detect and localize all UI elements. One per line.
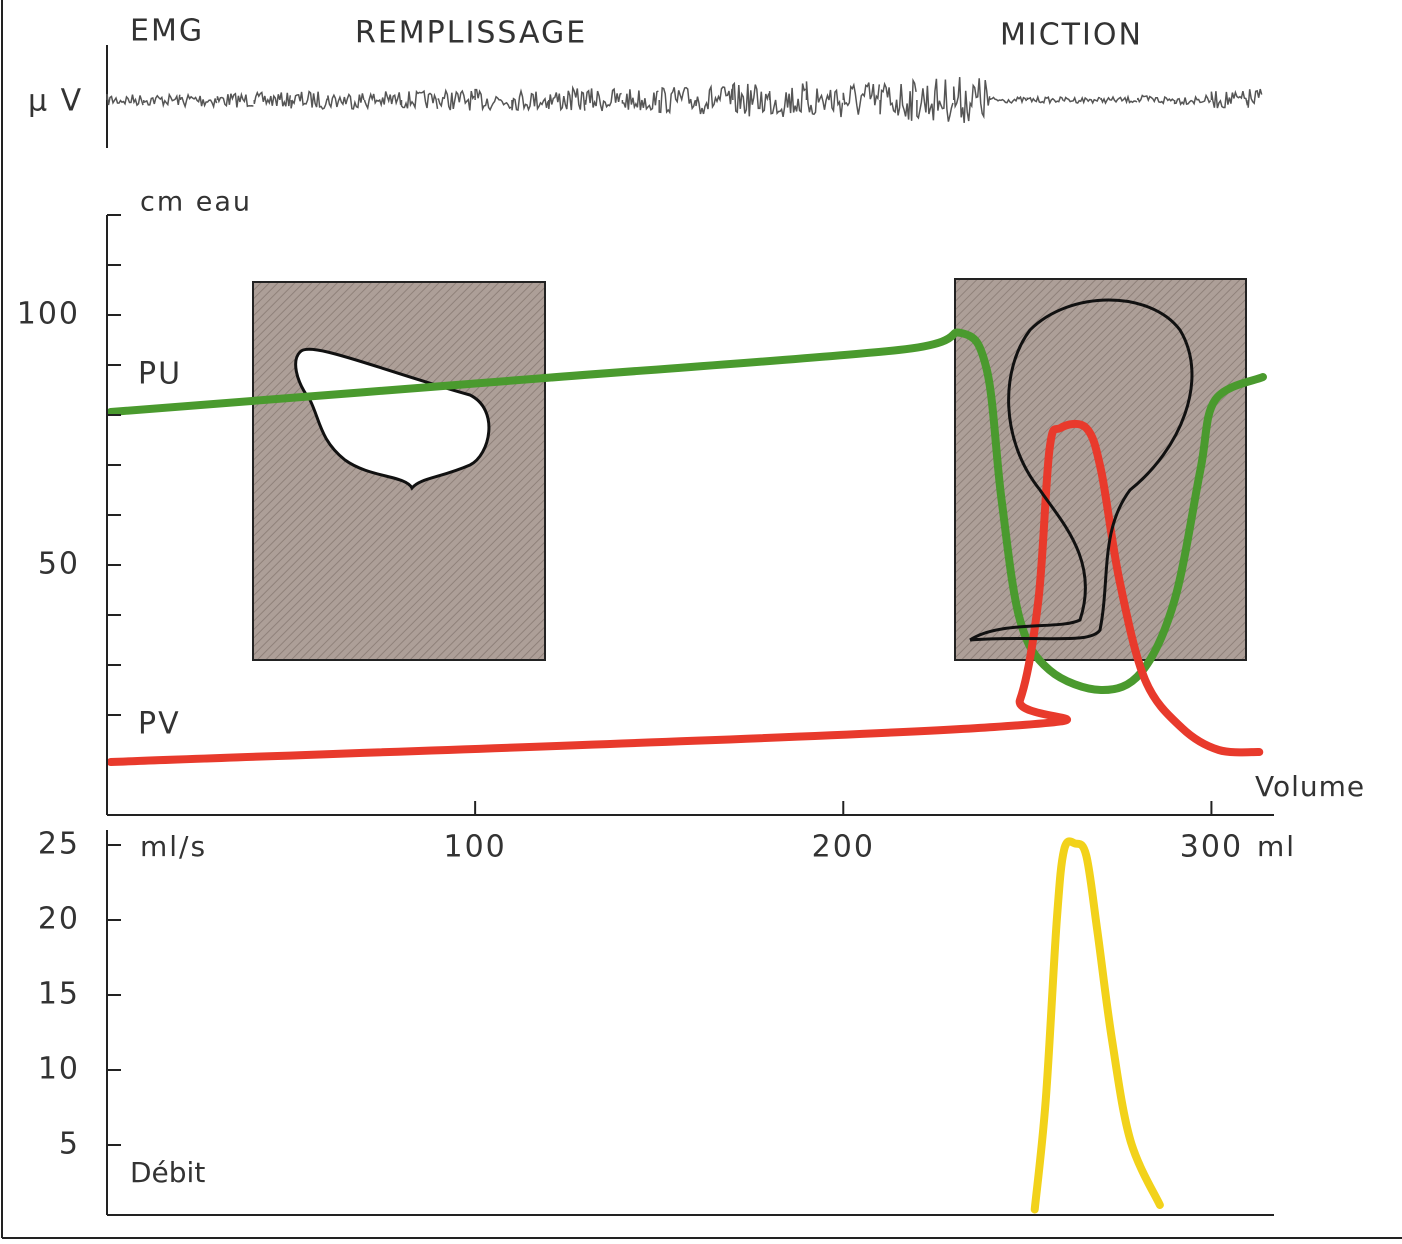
emg-label: EMG: [130, 14, 204, 49]
series-label: PV: [138, 707, 181, 742]
bladder-neck-shape: [969, 298, 1194, 642]
emg-trace: [695, 84, 733, 115]
emg-trace: [842, 82, 881, 115]
emg-trace: [106, 93, 144, 107]
emg-trace: [511, 88, 549, 112]
emg-unit: µ V: [28, 84, 83, 119]
emg-trace: [1137, 94, 1175, 105]
emg-trace: [474, 88, 512, 112]
x-tick-label: 300: [1180, 830, 1243, 865]
x-tick-label: 200: [812, 830, 875, 865]
flow-y-tick-label: 10: [38, 1052, 80, 1087]
flow-y-tick-label: 15: [38, 977, 80, 1012]
emg-trace: [548, 85, 586, 112]
emg-trace: [768, 83, 807, 118]
series-label: PU: [138, 357, 182, 392]
flow-y-tick-label: 20: [38, 902, 80, 937]
x-unit: ml: [1257, 830, 1296, 863]
x-tick-label: 100: [444, 830, 507, 865]
curves: [106, 328, 1267, 1214]
emg-trace: [952, 77, 991, 123]
y-tick-label: 50: [38, 547, 80, 582]
emg-trace: [1173, 93, 1212, 107]
emg-trace: [253, 90, 292, 107]
pressure-unit: cm eau: [140, 187, 252, 218]
emg-trace: [216, 91, 254, 108]
flow-y-tick-label: 25: [38, 827, 80, 862]
emg-trace: [290, 90, 328, 110]
emg-trace: [805, 81, 844, 118]
flow-label: Débit: [130, 1156, 205, 1189]
phase-label: MICTION: [1000, 18, 1143, 53]
series-line: [1030, 837, 1164, 1214]
flow-unit: ml/s: [140, 830, 207, 863]
phase-label: REMPLISSAGE: [355, 16, 587, 51]
bladder-shape: [294, 347, 491, 491]
series-line: [106, 328, 1267, 695]
emg-trace: [327, 93, 365, 110]
emg-trace: [400, 89, 439, 110]
emg-trace: [658, 86, 696, 115]
x-axis-label: Volume: [1255, 770, 1365, 803]
series-line: [106, 419, 1264, 766]
emg-trace: [879, 77, 917, 121]
emg-trace: [1247, 88, 1263, 108]
emg-trace: [989, 95, 1028, 105]
emg-trace: [437, 88, 475, 111]
emg-trace: [1100, 94, 1138, 105]
emg-trace: [1063, 95, 1101, 105]
flow-y-tick-label: 5: [59, 1127, 80, 1162]
emg-trace: [363, 91, 402, 111]
emg-trace: [1210, 89, 1249, 109]
emg-trace: [143, 92, 181, 109]
emg-trace: [1026, 94, 1064, 106]
emg-trace: [732, 81, 770, 117]
emg-trace: [916, 78, 954, 122]
emg-trace: [621, 89, 659, 112]
y-tick-label: 100: [17, 297, 80, 332]
emg-trace: [179, 92, 218, 110]
emg-trace: [584, 87, 622, 112]
